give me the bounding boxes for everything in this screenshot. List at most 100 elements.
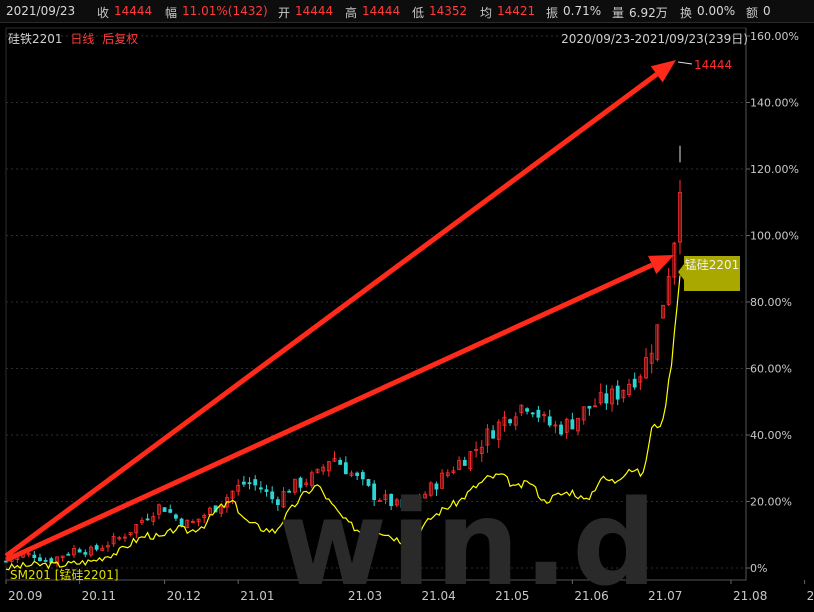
arrow-upper-shaft (4, 72, 659, 559)
candle-body (428, 482, 433, 496)
candle-body (253, 479, 258, 486)
candle-body (304, 482, 309, 485)
candle-body (185, 519, 190, 529)
candle-body (440, 472, 445, 489)
candle-body (264, 489, 269, 492)
y-tick-label: 40.00% (750, 429, 792, 442)
candle-body (349, 472, 354, 476)
turnover-label: 换 (680, 6, 693, 20)
candle-body (474, 449, 479, 451)
x-tick-label: 21.05 (495, 589, 529, 603)
arrow-lower-head (648, 255, 674, 275)
change-value: 11.01%(1432) (182, 4, 268, 18)
x-tick-label: 20.11 (82, 589, 116, 603)
candle-body (502, 416, 507, 426)
candle-body (479, 446, 484, 454)
candle-body (343, 462, 348, 475)
candle-body (468, 451, 473, 470)
arrow-upper (4, 60, 676, 559)
x-tick-label: 21.01 (240, 589, 274, 603)
candle-body (66, 553, 71, 556)
candle-body (513, 416, 518, 426)
compare-series-line (5, 275, 681, 571)
watermark: win.d (278, 474, 661, 612)
candle-body (202, 514, 207, 519)
candle-body (632, 378, 637, 388)
low-label: 低 (412, 6, 425, 20)
candle-body (400, 498, 405, 508)
candle-body (332, 457, 337, 462)
close-label: 收 (97, 6, 110, 20)
candle-body (140, 520, 144, 523)
candle-body (604, 393, 609, 404)
candle-body (462, 459, 467, 466)
arrow-lower-shaft (4, 262, 654, 563)
adjust-label[interactable]: 后复权 (102, 32, 139, 46)
candle-body (230, 490, 235, 499)
candle-body (678, 191, 682, 243)
y-tick-label: 160.00% (750, 30, 799, 43)
candle-body (117, 537, 122, 540)
candle-body (287, 490, 292, 493)
candle-body (485, 428, 490, 446)
symbol-name: 硅铁2201 (8, 32, 63, 46)
candle-body (615, 385, 620, 400)
candle-body (457, 459, 462, 470)
candle-body (151, 516, 156, 522)
candle-body (321, 466, 326, 472)
x-tick-label: 20.12 (167, 589, 201, 603)
candle-body (219, 505, 224, 514)
candle-body (236, 484, 241, 492)
candle-body (128, 532, 133, 536)
candle-body (168, 509, 173, 513)
candle-body (145, 518, 150, 521)
candle-body (162, 507, 167, 512)
candle-body (134, 524, 139, 534)
candle-body (43, 560, 48, 562)
candlestick-series (4, 145, 682, 567)
period-label[interactable]: 日线 (70, 32, 95, 46)
candle-body (672, 242, 677, 278)
avg-label: 均 (480, 6, 493, 20)
candle-body (298, 477, 303, 488)
candle-body (55, 556, 59, 564)
legend: SM201 [锰硅2201] (10, 568, 119, 582)
candle-body (621, 389, 626, 399)
x-tick-label: 21.06 (574, 589, 608, 603)
candle-body (496, 421, 501, 440)
candle-body (406, 501, 411, 507)
candle-body (89, 546, 93, 556)
candle-body (536, 409, 541, 418)
candle-body (598, 392, 603, 404)
x-tick-label: 21.07 (648, 589, 682, 603)
candle-body (366, 479, 371, 486)
y-tick-label: 80.00% (750, 296, 792, 309)
candle-body (258, 487, 263, 490)
volume-value: 6.92万 (629, 6, 668, 20)
candle-body (508, 419, 512, 424)
candle-body (434, 483, 439, 490)
candle-body (123, 536, 127, 539)
change-label: 幅 (165, 6, 178, 20)
candle-body (174, 514, 178, 519)
candle-body (72, 548, 76, 556)
candle-body (661, 304, 665, 319)
candle-body (525, 408, 529, 412)
candle-body (547, 416, 552, 426)
candle-body (355, 472, 360, 476)
candle-body (644, 357, 648, 379)
candle-body (157, 504, 161, 515)
volume-label: 量 (612, 6, 625, 20)
arrow-upper-head (650, 60, 676, 83)
candle-body (241, 481, 246, 485)
candle-body (417, 498, 422, 501)
amplitude-value: 0.71% (563, 4, 602, 18)
candle-body (411, 501, 416, 503)
amplitude-label: 振 (546, 6, 559, 20)
y-axis-ticks: 0% 20.00% 40.00% 60.00% 80.00% 100.00% 120.00%… (746, 30, 799, 575)
candle-body (247, 482, 252, 485)
candle-body (655, 324, 660, 360)
candle-body (553, 424, 558, 427)
candle-body (394, 499, 399, 506)
